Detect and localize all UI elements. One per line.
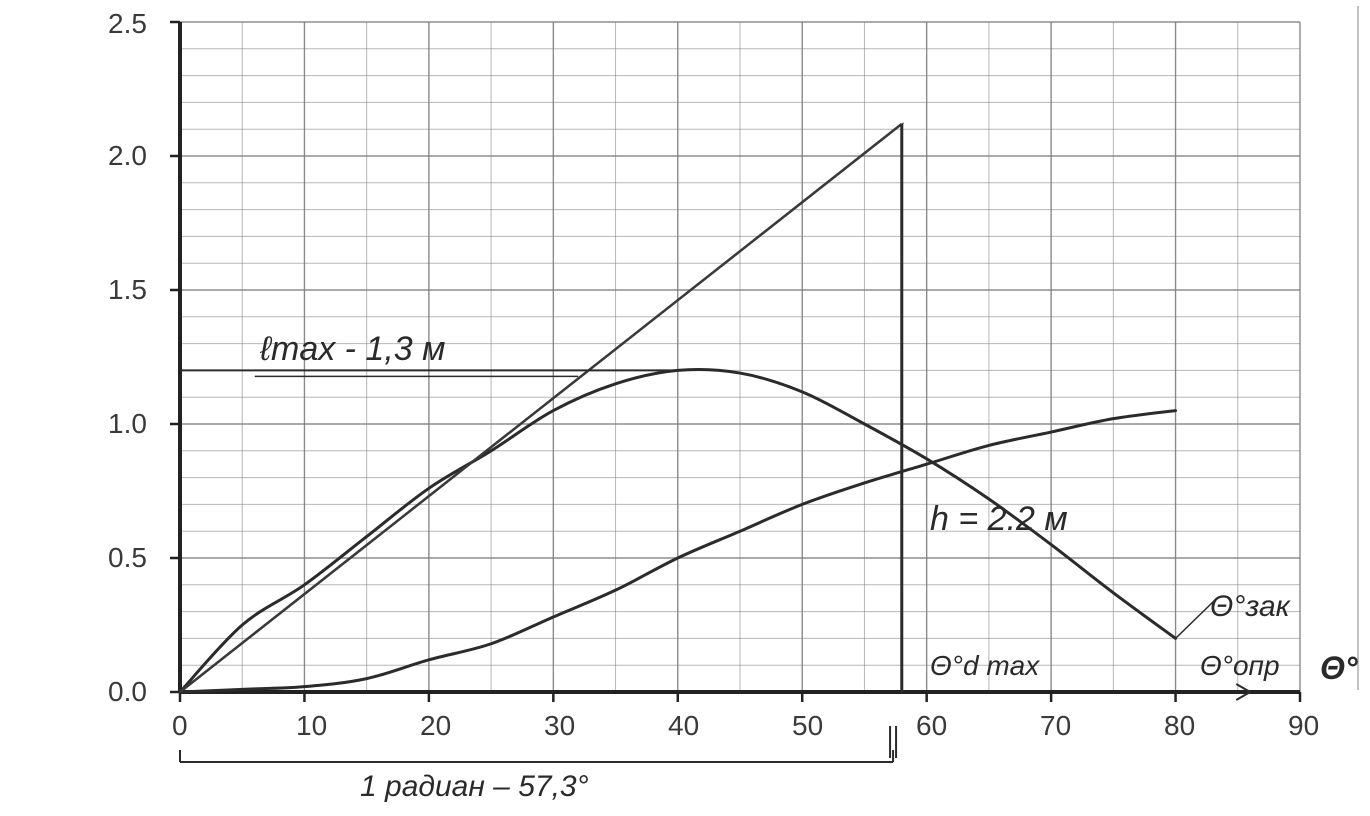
chart-svg (0, 0, 1370, 816)
annotation-h: h = 2.2 м (930, 500, 1068, 539)
annotation-theta-d-max: Θ°d max (930, 650, 1039, 682)
chart-container: 0.0 0.5 1.0 1.5 2.0 2.5 0 10 20 30 40 50… (0, 0, 1370, 816)
x-tick-7: 70 (1040, 710, 1071, 742)
annotation-radian: 1 радиан – 57,3° (360, 770, 589, 804)
annotation-theta-axis: Θ° (1320, 650, 1358, 687)
x-tick-4: 40 (668, 710, 699, 742)
y-tick-4: 2.0 (108, 140, 147, 172)
annotation-theta-opr: Θ°опр (1200, 650, 1280, 682)
y-tick-5: 2.5 (108, 8, 147, 40)
y-tick-1: 0.5 (108, 542, 147, 574)
x-tick-1: 10 (296, 710, 327, 742)
x-tick-2: 20 (420, 710, 451, 742)
x-tick-3: 30 (544, 710, 575, 742)
x-tick-8: 80 (1164, 710, 1195, 742)
y-tick-0: 0.0 (108, 676, 147, 708)
x-tick-0: 0 (172, 710, 188, 742)
annotation-theta-zak: Θ°зак (1210, 590, 1290, 624)
annotation-lmax: ℓmax - 1,3 м (260, 330, 445, 369)
x-tick-5: 50 (792, 710, 823, 742)
x-tick-6: 60 (916, 710, 947, 742)
x-tick-9: 90 (1288, 710, 1319, 742)
y-tick-2: 1.0 (108, 408, 147, 440)
y-tick-3: 1.5 (108, 274, 147, 306)
